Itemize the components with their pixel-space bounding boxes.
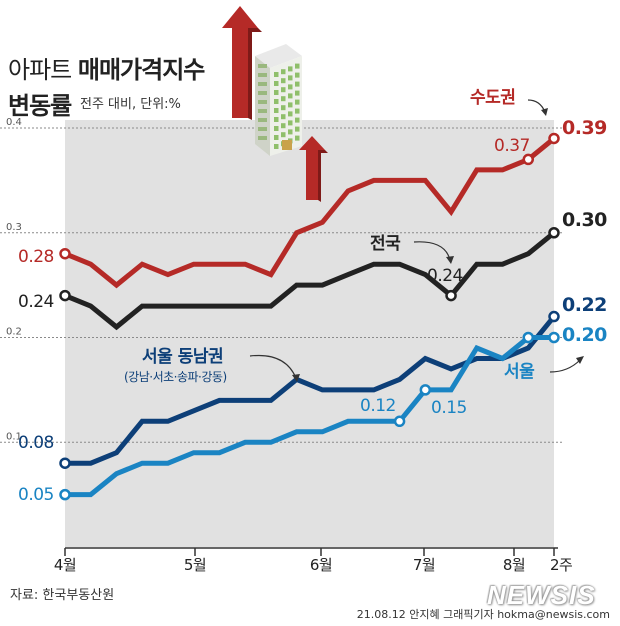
up-arrow-icon-large (222, 6, 258, 118)
callout-arrow-icon (549, 359, 581, 373)
chart-title-line2: 변동률 (8, 92, 72, 120)
label-national-start: 0.24 (18, 292, 54, 312)
series-national-point (548, 227, 560, 239)
series-name-capital: 수도권 (470, 88, 515, 108)
x-axis: 4월 5월 6월 7월 8월 2주 (54, 547, 573, 574)
x-tick-label: 8월 (503, 556, 525, 574)
series-seoul-point (522, 331, 535, 344)
series-capital-point (59, 247, 71, 260)
y-tick-label: 0.1 (6, 431, 22, 442)
series-name-seoul-southeast: 서울 동남권 (142, 347, 223, 367)
label-seoul-southeast-start: 0.08 (18, 433, 54, 453)
x-tick-label: 2주 (550, 556, 572, 574)
series-lines (64, 136, 556, 498)
apartment-building-icon (255, 44, 302, 156)
label-seoul-mid-a: 0.12 (360, 396, 396, 416)
label-capital-start: 0.28 (18, 247, 54, 267)
x-tick-label: 5월 (184, 556, 206, 574)
series-capital-line (64, 136, 556, 289)
label-capital-mid: 0.37 (494, 136, 530, 156)
label-national-mid: 0.24 (427, 266, 463, 286)
label-seoul-end: 0.20 (562, 324, 607, 346)
chart-title-line1: 아파트 매매가격지수 (8, 50, 205, 85)
series-capital-point (522, 153, 535, 166)
chart-unit: 전주 대비, 단위:% (80, 97, 181, 112)
title-word-apartment: 아파트 (8, 56, 72, 84)
credit-note: 21.08.12 안지혜 그래픽기자 hokma@newsis.com (356, 608, 610, 621)
series-seoul-point (548, 331, 560, 344)
series-seoul-line (65, 335, 554, 498)
series-capital-point (548, 132, 560, 145)
label-seoul-southeast-end: 0.22 (562, 294, 607, 316)
series-markers (59, 132, 560, 501)
series-seoul-southeast-point (59, 457, 71, 469)
y-tick-label: 0.2 (6, 327, 22, 338)
series-name-seoul: 서울 (504, 362, 535, 382)
series-seoul-point (393, 415, 406, 428)
series-national-point (445, 289, 457, 302)
y-tick-label: 0.4 (6, 117, 22, 128)
series-national-point (59, 289, 71, 302)
x-tick-label: 7월 (413, 556, 435, 574)
series-seoul-southeast-point (548, 310, 560, 323)
newsis-logo: NEWSIS (487, 580, 596, 610)
series-seoul-point (59, 488, 71, 501)
series-national-line (64, 230, 556, 331)
y-tick-label: 0.3 (6, 222, 22, 233)
label-seoul-mid-b: 0.15 (431, 398, 467, 418)
series-name-national: 전국 (370, 234, 401, 254)
source-note: 자료: 한국부동산원 (10, 588, 115, 603)
series-subname-seoul-southeast: (강남·서초·송파·강동) (124, 370, 227, 384)
data-labels: 0.28 0.24 0.08 0.05 0.39 0.30 0.22 0.20 0.37 0.24… (18, 88, 608, 505)
label-seoul-start: 0.05 (18, 485, 54, 505)
x-tick-label: 4월 (54, 556, 76, 574)
x-tick-label: 6월 (310, 556, 332, 574)
label-national-end: 0.30 (562, 209, 607, 231)
up-arrow-icon-small (299, 136, 325, 200)
series-seoul-point (419, 384, 432, 396)
series-seoul-southeast-line (65, 315, 556, 466)
title-word-index: 매매가격지수 (77, 56, 205, 84)
building-illustration (222, 6, 328, 202)
callout-arrow-icon (249, 354, 297, 379)
label-capital-end: 0.39 (562, 117, 607, 139)
gridlines: 0.1 0.2 0.3 0.4 (0, 117, 564, 443)
